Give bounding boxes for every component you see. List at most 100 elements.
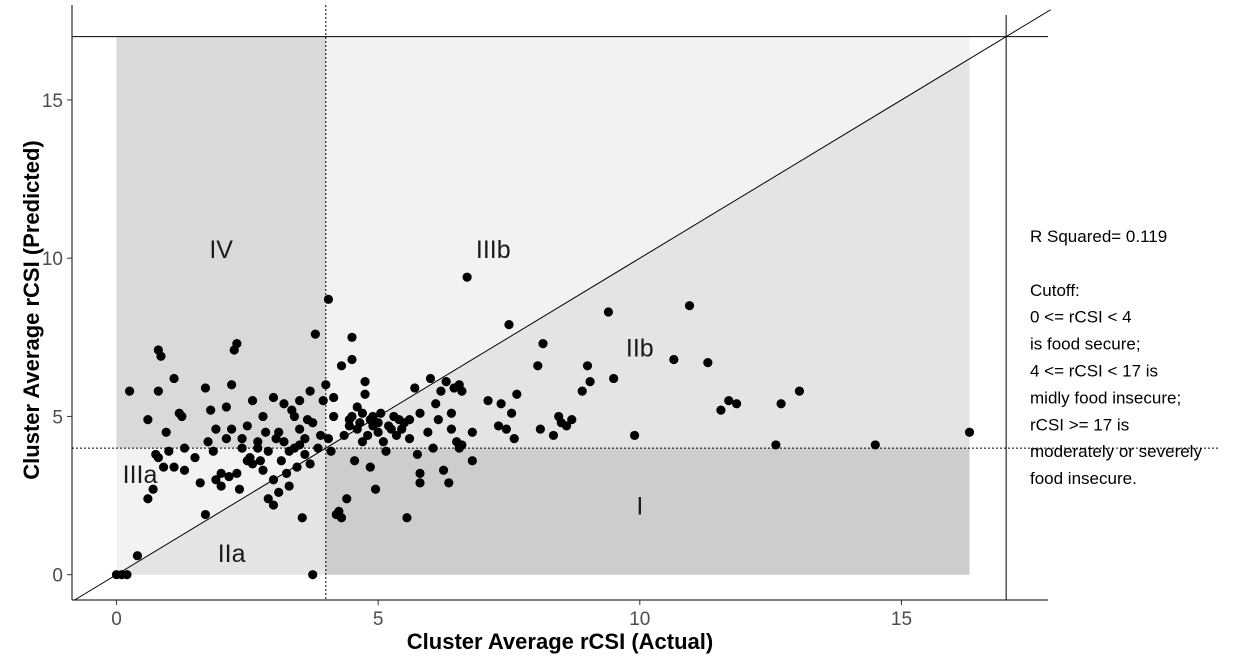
- data-point: [305, 386, 315, 396]
- data-point: [232, 339, 242, 349]
- data-point: [258, 411, 268, 422]
- annotation-line: rCSI >= 17 is: [1030, 415, 1129, 434]
- data-point: [284, 481, 294, 491]
- data-point: [263, 494, 273, 504]
- data-point: [360, 389, 370, 399]
- data-point: [190, 452, 200, 463]
- data-point: [132, 551, 143, 561]
- data-point: [124, 386, 135, 396]
- data-point: [153, 386, 163, 396]
- region-label-iib: IIb: [626, 334, 654, 362]
- data-point: [263, 446, 273, 456]
- y-tick-label: 5: [52, 407, 63, 428]
- data-point: [122, 570, 132, 580]
- data-point: [342, 494, 352, 504]
- data-point: [483, 396, 493, 406]
- data-point: [467, 427, 477, 437]
- data-point: [237, 443, 247, 453]
- data-point: [363, 430, 373, 441]
- data-point: [153, 452, 163, 463]
- data-point: [253, 437, 263, 447]
- data-point: [381, 446, 391, 456]
- data-point: [423, 427, 433, 437]
- r-squared-annotation: R Squared= 0.119 Cutoff: 0 <= rCSI < 4 is f…: [1030, 227, 1202, 488]
- data-point: [156, 351, 166, 361]
- data-point: [548, 430, 559, 441]
- x-tick-label: 5: [373, 609, 384, 630]
- annotation-line: is food secure;: [1030, 335, 1141, 354]
- data-point: [313, 443, 323, 453]
- axes: 0 5 10 15 0 5 10 15: [42, 5, 1048, 630]
- data-point: [347, 332, 357, 342]
- y-axis-title: Cluster Average rCSI (Predicted): [19, 140, 44, 479]
- data-point: [732, 399, 742, 409]
- data-point: [253, 443, 263, 453]
- data-point: [441, 377, 451, 387]
- data-point: [211, 424, 221, 434]
- data-point: [179, 443, 190, 453]
- data-point: [169, 373, 179, 384]
- region-labels: IV IIIb IIb IIIa IIa I: [123, 236, 654, 568]
- data-point: [368, 411, 378, 422]
- data-point: [297, 513, 307, 523]
- region-label-iia: IIa: [218, 540, 246, 568]
- data-point: [493, 421, 504, 431]
- data-point: [402, 513, 412, 523]
- data-point: [357, 437, 368, 447]
- data-point: [347, 411, 357, 422]
- data-point: [227, 380, 237, 390]
- data-point: [431, 399, 441, 409]
- data-point: [300, 433, 310, 444]
- data-point: [582, 361, 593, 371]
- region-label-iv: IV: [209, 236, 233, 264]
- data-point: [268, 392, 279, 403]
- identity-line: [74, 9, 1051, 601]
- data-point: [870, 440, 880, 450]
- data-point: [533, 361, 543, 371]
- data-point: [357, 408, 368, 418]
- data-point: [195, 478, 205, 488]
- data-point: [315, 430, 326, 441]
- annotation-line: R Squared= 0.119: [1030, 227, 1167, 246]
- data-point: [415, 478, 425, 488]
- data-point: [415, 468, 425, 479]
- data-point: [462, 272, 472, 282]
- data-point: [412, 449, 422, 460]
- data-point: [609, 373, 619, 384]
- annotation-line: 0 <= rCSI < 4: [1030, 308, 1132, 327]
- data-point: [203, 437, 213, 447]
- data-point: [684, 301, 695, 311]
- data-point: [376, 408, 386, 418]
- data-point: [373, 418, 383, 428]
- data-point: [206, 405, 216, 415]
- x-tick-label: 15: [891, 609, 912, 630]
- data-point: [512, 389, 522, 399]
- data-point: [164, 446, 174, 456]
- data-point: [433, 415, 443, 425]
- data-point: [561, 421, 572, 431]
- data-point: [444, 478, 454, 488]
- data-point: [585, 377, 595, 387]
- data-point: [318, 396, 328, 406]
- data-point: [261, 427, 271, 437]
- data-point: [535, 424, 545, 434]
- data-point: [326, 446, 336, 456]
- data-point: [221, 433, 231, 444]
- data-point: [467, 456, 477, 466]
- data-point: [436, 386, 446, 396]
- region-shading: [116, 36, 970, 575]
- data-point: [216, 468, 226, 479]
- region-iv-shade: [116, 36, 326, 449]
- region-label-i: I: [636, 493, 643, 521]
- data-point: [365, 462, 375, 472]
- data-point: [794, 386, 805, 396]
- data-point: [776, 399, 786, 409]
- data-point: [428, 443, 438, 453]
- data-point: [274, 427, 284, 437]
- data-point: [169, 462, 179, 472]
- annotation-line: food insecure.: [1030, 469, 1137, 488]
- data-point: [143, 415, 153, 425]
- data-point: [496, 399, 506, 409]
- data-point: [276, 456, 286, 466]
- data-point: [279, 437, 289, 447]
